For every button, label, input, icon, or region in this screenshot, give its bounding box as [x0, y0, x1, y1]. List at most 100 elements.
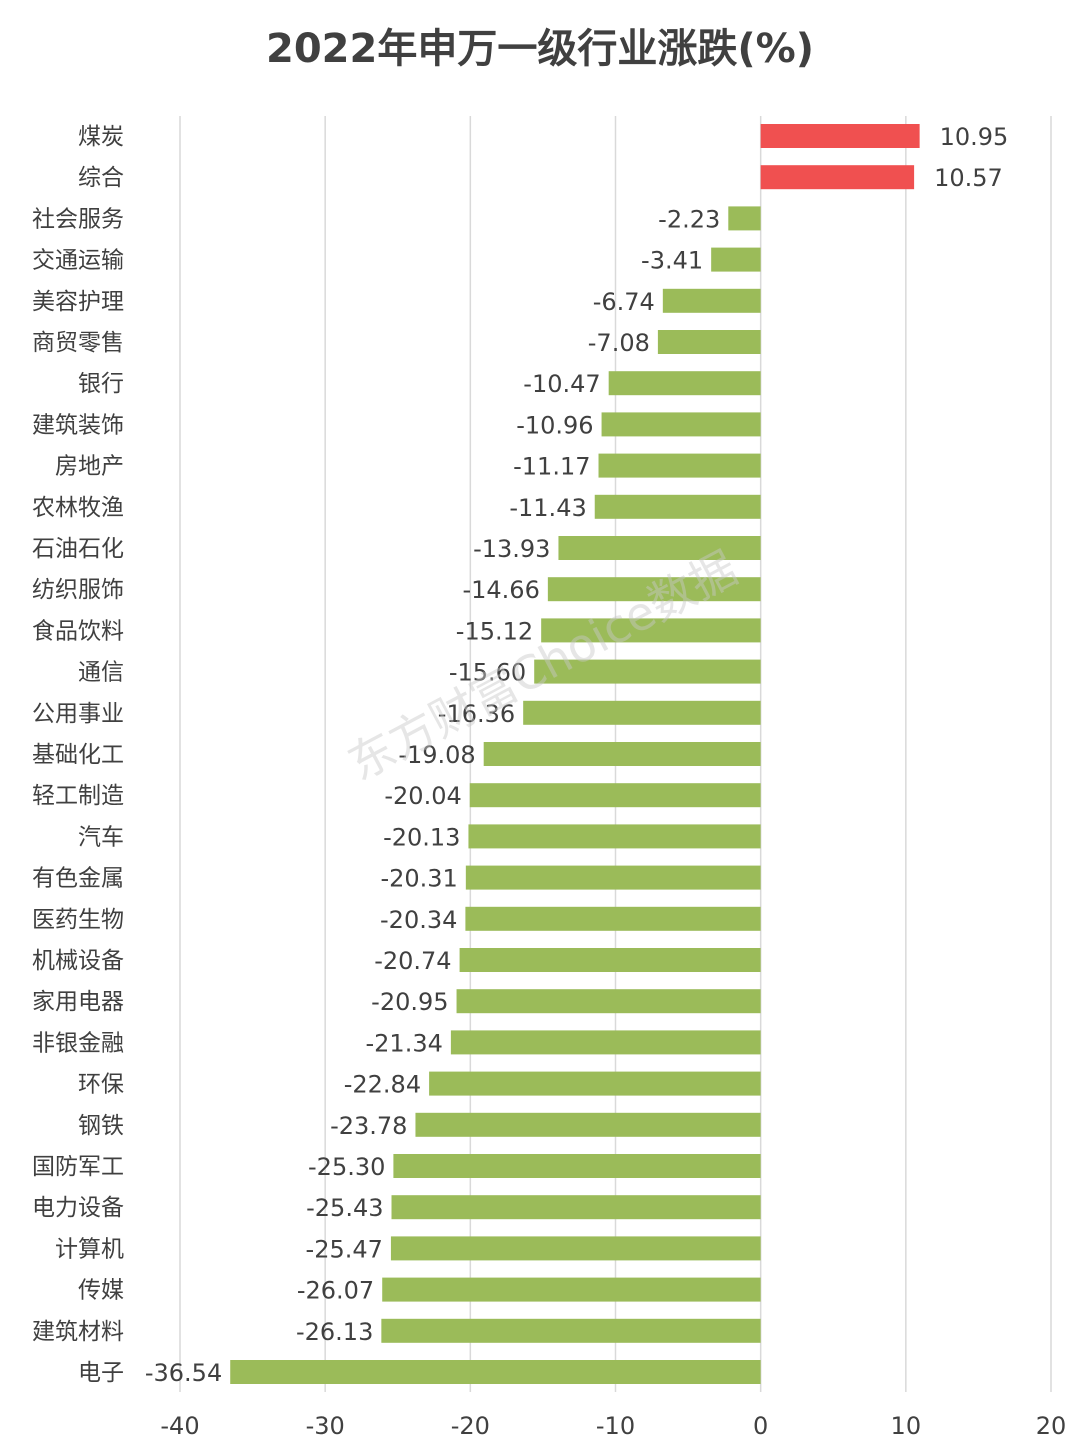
value-label: -23.78: [330, 1112, 407, 1140]
x-tick-label: 0: [753, 1412, 768, 1440]
category-label: 非银金融: [32, 1030, 124, 1056]
category-label: 传媒: [78, 1278, 124, 1304]
bar: [601, 412, 761, 437]
value-label: -19.08: [398, 741, 475, 769]
category-label: 电子: [78, 1360, 124, 1386]
value-label: -15.60: [449, 659, 526, 687]
value-label: -25.30: [308, 1153, 385, 1181]
value-label: -15.12: [456, 617, 533, 645]
bar: [598, 453, 761, 478]
category-label: 社会服务: [32, 206, 124, 232]
value-label: -16.36: [438, 700, 515, 728]
category-label: 银行: [78, 371, 124, 397]
bar: [728, 206, 761, 231]
bar: [608, 371, 761, 396]
value-label: -20.74: [374, 947, 451, 975]
category-label: 煤炭: [78, 124, 124, 150]
x-tick-label: -10: [596, 1412, 635, 1440]
x-tick-label: -20: [451, 1412, 490, 1440]
category-label: 房地产: [55, 454, 124, 480]
category-label: 机械设备: [32, 948, 124, 974]
category-label: 国防军工: [32, 1154, 124, 1180]
value-label: -21.34: [366, 1029, 443, 1057]
value-label: -14.66: [462, 576, 539, 604]
bar: [760, 124, 920, 148]
bar: [391, 1195, 761, 1220]
value-labels: 10.95 10.57 -2.23 -3.41 -6.74 -7.08 -10.47 -10.…: [145, 123, 1008, 1387]
grid-lines: [179, 116, 1052, 1392]
category-label: 交通运输: [32, 248, 124, 274]
bar: [456, 989, 761, 1014]
bar: [469, 783, 761, 808]
bar: [468, 824, 761, 849]
category-label: 电力设备: [32, 1195, 124, 1221]
category-label: 公用事业: [32, 701, 124, 727]
value-label: -6.74: [593, 288, 655, 316]
bar: [662, 288, 761, 313]
category-label: 钢铁: [78, 1113, 124, 1139]
value-label: -26.13: [296, 1318, 373, 1346]
bar: [523, 700, 761, 725]
value-label: -20.95: [371, 988, 448, 1016]
bar: [657, 330, 761, 354]
bar: [547, 577, 761, 602]
value-label: -3.41: [641, 247, 703, 275]
x-axis-ticks: -40 -30 -20 -10 0 10 20: [160, 1412, 1066, 1440]
value-label: -13.93: [473, 535, 550, 563]
category-label: 石油石化: [32, 536, 124, 562]
value-label: -11.17: [513, 453, 590, 481]
bar: [382, 1277, 761, 1302]
category-label: 通信: [78, 660, 124, 686]
category-label: 美容护理: [32, 289, 124, 315]
bars: [230, 124, 920, 1384]
category-label: 家用电器: [32, 989, 124, 1015]
value-label: 10.95: [940, 123, 1009, 151]
category-label: 食品饮料: [32, 618, 124, 644]
bar: [594, 494, 761, 519]
value-label: -26.07: [297, 1277, 374, 1305]
bar: [381, 1318, 761, 1343]
category-label: 纺织服饰: [32, 577, 124, 603]
category-label: 基础化工: [32, 742, 124, 768]
value-label: -7.08: [588, 329, 650, 357]
value-label: -25.43: [306, 1194, 383, 1222]
value-label: -36.54: [145, 1359, 222, 1387]
x-tick-label: -30: [306, 1412, 345, 1440]
bar: [393, 1154, 761, 1178]
category-label: 建筑装饰: [32, 412, 124, 438]
category-label: 轻工制造: [32, 783, 124, 809]
category-label: 医药生物: [32, 907, 124, 933]
bar: [760, 165, 915, 190]
bar: [541, 618, 761, 643]
bar: [465, 906, 761, 931]
bar: [465, 865, 761, 890]
bar: [558, 536, 761, 560]
category-label: 汽车: [78, 824, 124, 850]
value-label: -20.31: [380, 865, 457, 893]
bar: [429, 1071, 761, 1096]
value-label: -2.23: [658, 205, 720, 233]
value-label: -25.47: [306, 1235, 383, 1263]
value-label: -10.96: [516, 411, 593, 439]
category-labels: 煤炭综合社会服务交通运输美容护理商贸零售银行建筑装饰房地产农林牧渔石油石化纺织服…: [32, 124, 124, 1386]
category-label: 农林牧渔: [32, 495, 124, 521]
category-label: 有色金属: [32, 866, 124, 892]
x-tick-label: 10: [891, 1412, 922, 1440]
x-tick-label: -40: [160, 1412, 199, 1440]
bar: [390, 1236, 761, 1261]
value-label: -20.13: [383, 823, 460, 851]
value-label: -20.04: [384, 782, 461, 810]
bar: [711, 247, 761, 272]
value-label: 10.57: [934, 164, 1003, 192]
bar: [483, 742, 761, 766]
bar: [534, 659, 761, 684]
bar: [230, 1360, 761, 1384]
value-label: -11.43: [509, 494, 586, 522]
x-tick-label: 20: [1036, 1412, 1067, 1440]
category-label: 建筑材料: [32, 1319, 124, 1345]
category-label: 综合: [78, 165, 124, 191]
bar: [415, 1112, 761, 1137]
category-label: 商贸零售: [32, 330, 124, 356]
bar: [459, 948, 761, 972]
